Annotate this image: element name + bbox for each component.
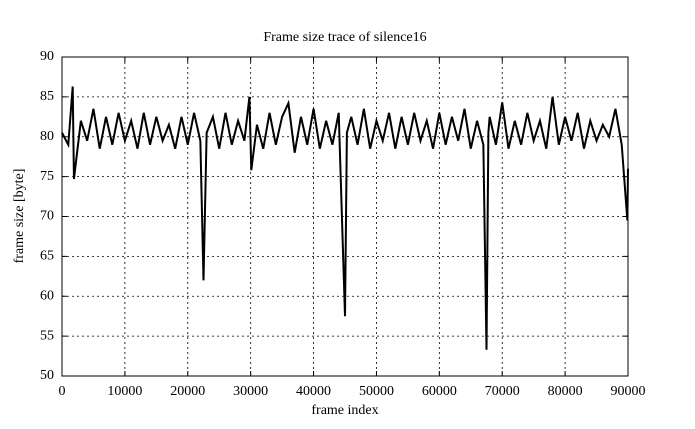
x-tick-label: 80000 bbox=[548, 384, 583, 399]
x-tick-label: 70000 bbox=[485, 384, 520, 399]
y-tick-label: 90 bbox=[40, 49, 54, 64]
y-axis-label: frame size [byte] bbox=[12, 169, 27, 264]
y-tick-label: 55 bbox=[40, 328, 54, 343]
x-tick-label: 0 bbox=[59, 384, 66, 399]
y-tick-label: 80 bbox=[40, 129, 54, 144]
y-tick-label: 75 bbox=[40, 169, 54, 184]
x-tick-label: 10000 bbox=[107, 384, 142, 399]
x-tick-label: 60000 bbox=[422, 384, 457, 399]
data-line bbox=[61, 86, 629, 350]
chart-title: Frame size trace of silence16 bbox=[263, 30, 426, 45]
y-tick-label: 65 bbox=[40, 249, 54, 264]
x-tick-label: 50000 bbox=[359, 384, 394, 399]
x-tick-label: 40000 bbox=[296, 384, 331, 399]
y-tick-label: 85 bbox=[40, 89, 54, 104]
y-tick-label: 70 bbox=[40, 209, 54, 224]
y-tick-label: 60 bbox=[40, 288, 54, 303]
x-tick-label: 20000 bbox=[170, 384, 205, 399]
x-tick-label: 90000 bbox=[611, 384, 646, 399]
x-tick-label: 30000 bbox=[233, 384, 268, 399]
y-tick-label: 50 bbox=[40, 368, 54, 383]
x-axis-label: frame index bbox=[311, 403, 378, 418]
